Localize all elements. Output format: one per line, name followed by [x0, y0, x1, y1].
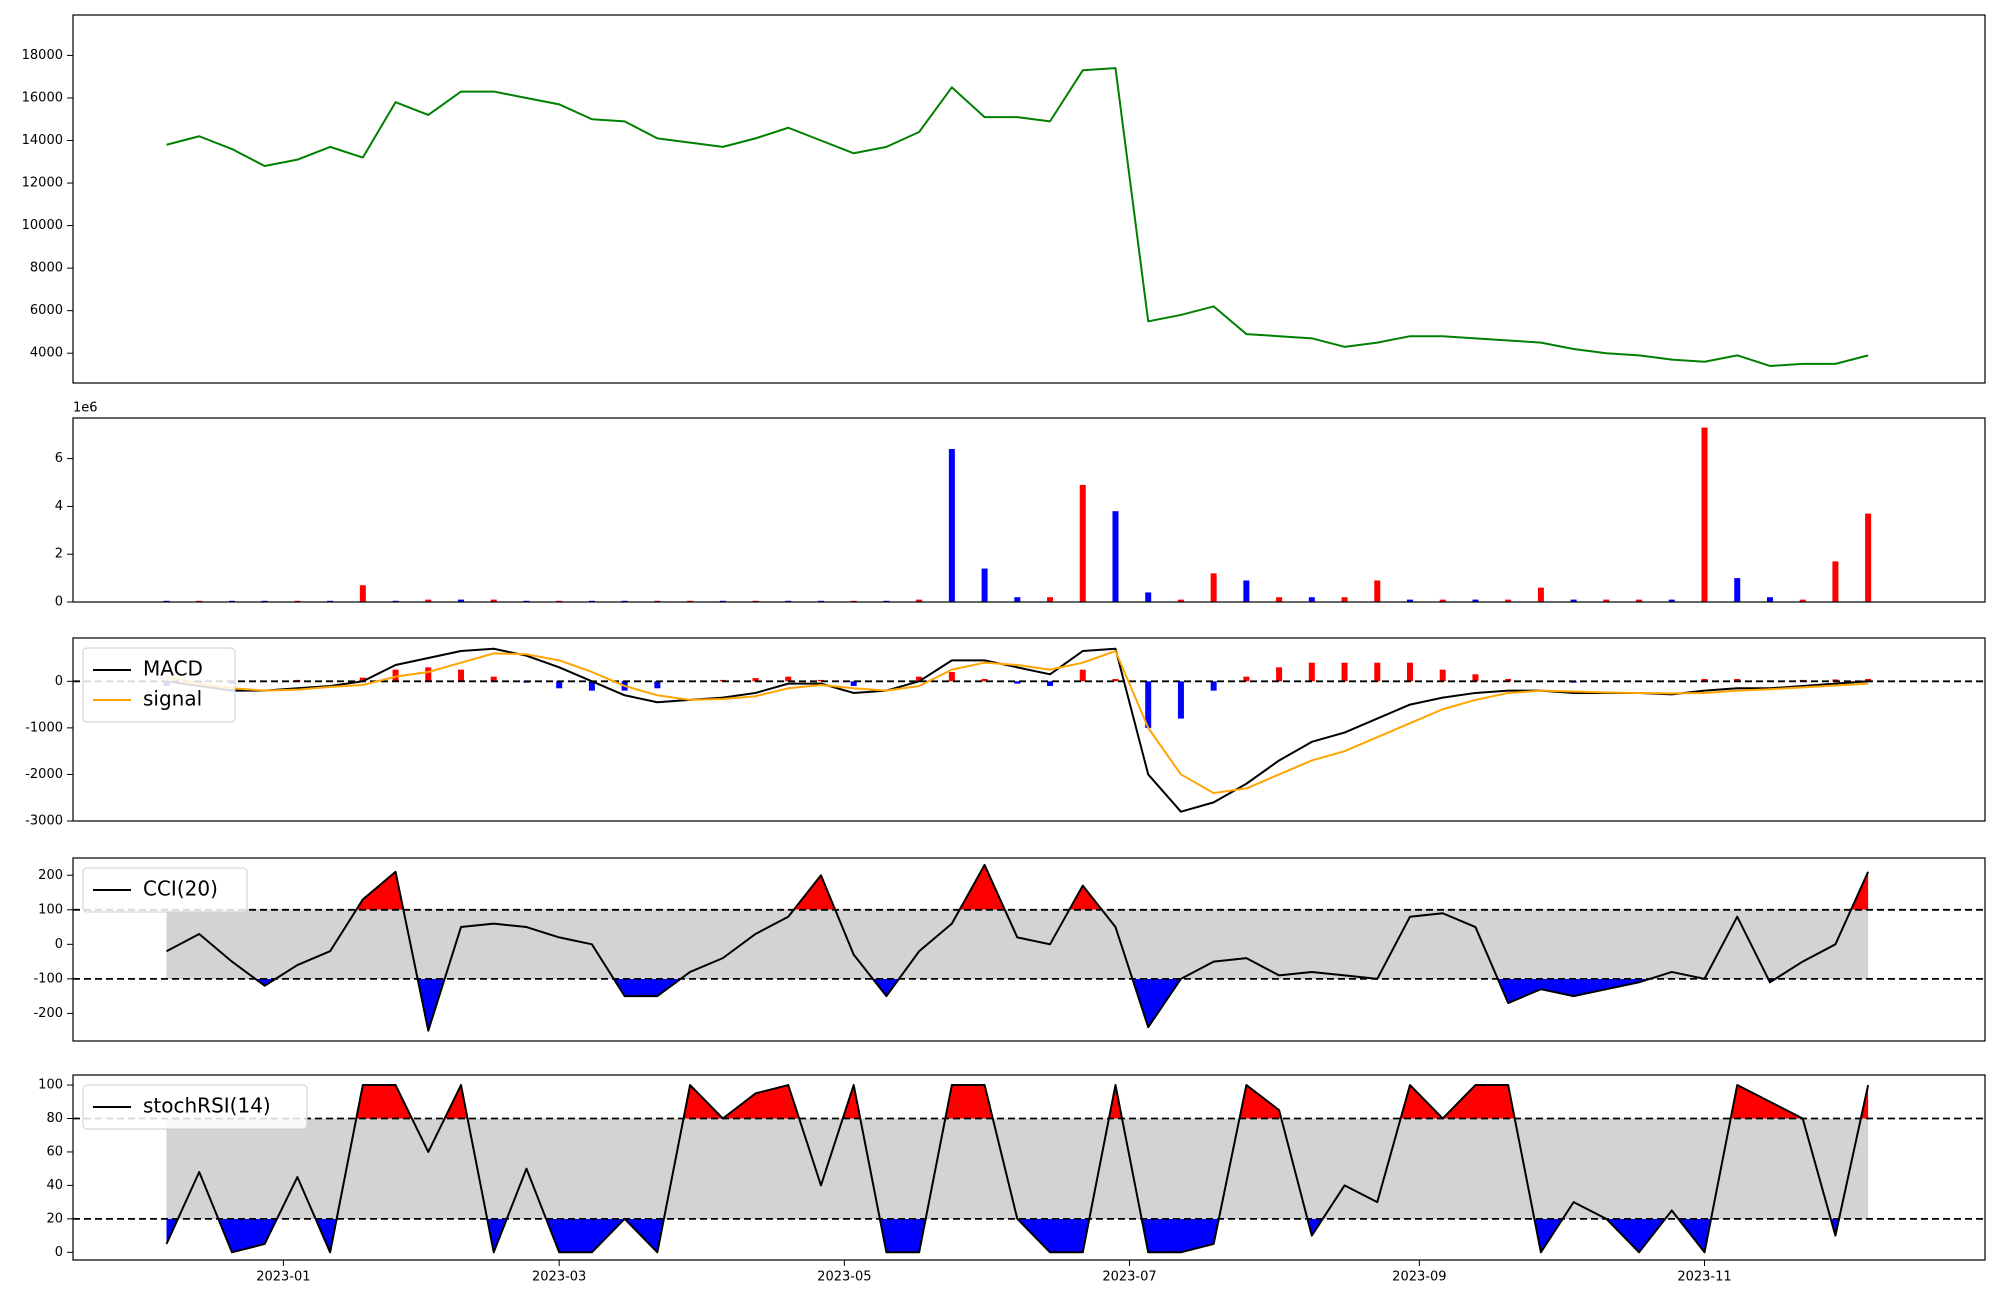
histogram-bar: [1440, 670, 1446, 682]
histogram-bar: [1276, 667, 1282, 681]
frame: [73, 15, 1985, 383]
y-tick-label: -3000: [25, 814, 63, 829]
x-tick-label: 2023-05: [817, 1270, 871, 1285]
x-tick-label: 2023-09: [1392, 1270, 1446, 1285]
x-tick-label: 2023-01: [256, 1270, 310, 1285]
histogram-bar: [1178, 681, 1184, 718]
y-tick-label: -1000: [25, 720, 63, 735]
y-tick-label: 18000: [22, 48, 63, 63]
histogram-bar: [1407, 663, 1413, 682]
y-tick-label: 12000: [22, 176, 63, 191]
histogram-bar: [1342, 663, 1348, 682]
y-tick-label: 200: [38, 868, 63, 883]
histogram-bar: [1309, 663, 1315, 682]
bar: [1145, 592, 1151, 602]
bar: [982, 569, 988, 602]
bar: [1309, 597, 1315, 602]
x-tick-label: 2023-11: [1677, 1270, 1731, 1285]
bar: [1047, 597, 1053, 602]
y-tick-label: 100: [38, 902, 63, 917]
series-line: [166, 651, 1868, 793]
offset-label: 1e6: [73, 401, 98, 416]
histogram-bar: [556, 681, 562, 688]
y-tick-label: 0: [55, 674, 63, 689]
plot-area: [73, 1085, 1985, 1252]
y-tick-label: 2: [55, 547, 63, 562]
y-tick-label: 20: [46, 1211, 63, 1226]
bar: [1767, 597, 1773, 602]
bar: [1832, 561, 1838, 602]
y-tick-label: 4: [55, 499, 63, 514]
y-tick-label: 10000: [22, 218, 63, 233]
frame: [73, 638, 1985, 821]
y-tick-label: -100: [33, 971, 63, 986]
y-tick-label: 6000: [30, 303, 63, 318]
y-tick-label: 4000: [30, 346, 63, 361]
y-tick-label: 0: [55, 937, 63, 952]
bar: [1276, 597, 1282, 602]
y-tick-label: 60: [46, 1144, 63, 1159]
y-tick-label: -2000: [25, 767, 63, 782]
bar: [360, 585, 366, 602]
y-tick-label: 6: [55, 451, 63, 466]
legend-label: CCI(20): [143, 877, 218, 901]
histogram-bar: [1374, 663, 1380, 682]
plot-area: [163, 428, 1871, 602]
y-tick-label: 14000: [22, 133, 63, 148]
histogram-bar: [949, 672, 955, 681]
histogram-bar: [425, 667, 431, 681]
histogram-bar: [1211, 681, 1217, 690]
y-tick-label: -200: [33, 1006, 63, 1021]
bar: [1374, 580, 1380, 602]
y-tick-label: 16000: [22, 90, 63, 105]
y-tick-label: 80: [46, 1111, 63, 1126]
y-tick-label: 8000: [30, 261, 63, 276]
y-tick-label: 0: [55, 1245, 63, 1260]
legend-label: signal: [143, 687, 202, 711]
frame: [73, 418, 1985, 602]
bar: [1080, 485, 1086, 602]
bar: [1112, 511, 1118, 602]
series-line: [166, 68, 1868, 366]
plot-area: [73, 865, 1985, 1031]
bar: [949, 449, 955, 602]
bar: [1342, 597, 1348, 602]
x-tick-label: 2023-07: [1102, 1270, 1156, 1285]
histogram-bar: [458, 670, 464, 682]
y-tick-label: 100: [38, 1078, 63, 1093]
y-tick-label: 0: [55, 595, 63, 610]
histogram-bar: [1472, 674, 1478, 681]
plot-area: [166, 68, 1868, 366]
x-tick-label: 2023-03: [532, 1270, 586, 1285]
plot-area: [73, 649, 1985, 812]
band: [166, 910, 1868, 979]
bar: [1734, 578, 1740, 602]
bar: [1538, 588, 1544, 602]
y-tick-label: 40: [46, 1178, 63, 1193]
bar: [1702, 428, 1708, 602]
bar: [1865, 514, 1871, 602]
histogram-bar: [654, 681, 660, 688]
bar: [1014, 597, 1020, 602]
legend-label: MACD: [143, 657, 203, 681]
legend-label: stochRSI(14): [143, 1094, 271, 1118]
band: [166, 1118, 1868, 1218]
histogram-bar: [1080, 670, 1086, 682]
bar: [1211, 573, 1217, 602]
bar: [1243, 580, 1249, 602]
